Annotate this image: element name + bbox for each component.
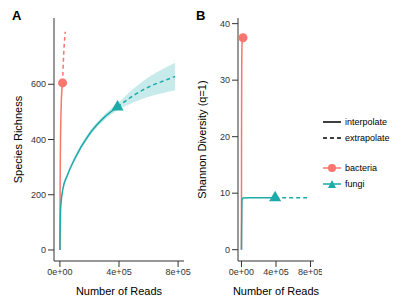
svg-text:20: 20: [220, 132, 230, 142]
svg-text:400: 400: [31, 135, 46, 145]
svg-text:Number of Reads: Number of Reads: [233, 285, 320, 297]
svg-text:8e+05: 8e+05: [298, 267, 322, 277]
html-text:extrapolate: extrapolate: [345, 132, 390, 143]
html-text:fungi: fungi: [345, 178, 365, 189]
html-text:B: B: [196, 8, 206, 23]
svg-text:Number of Reads: Number of Reads: [76, 285, 163, 297]
svg-text:10: 10: [220, 188, 230, 198]
svg-text:200: 200: [31, 190, 46, 200]
svg-text:600: 600: [31, 79, 46, 89]
svg-text:0e+00: 0e+00: [47, 267, 72, 277]
svg-text:30: 30: [220, 75, 230, 85]
svg-text:Shannon Diversity (q=1): Shannon Diversity (q=1): [196, 80, 208, 198]
html-text:A: A: [12, 8, 22, 23]
svg-text:4e+05: 4e+05: [106, 267, 131, 277]
html-text:bacteria: bacteria: [345, 162, 377, 173]
svg-text:0: 0: [41, 245, 46, 255]
html-text:interpolate: interpolate: [345, 116, 387, 127]
svg-text:8e+05: 8e+05: [165, 267, 190, 277]
svg-text:0e+00: 0e+00: [229, 267, 254, 277]
svg-text:40: 40: [220, 19, 230, 29]
svg-text:Species Richness: Species Richness: [12, 95, 24, 183]
svg-text:0: 0: [225, 245, 230, 255]
svg-text:4e+05: 4e+05: [263, 267, 288, 277]
